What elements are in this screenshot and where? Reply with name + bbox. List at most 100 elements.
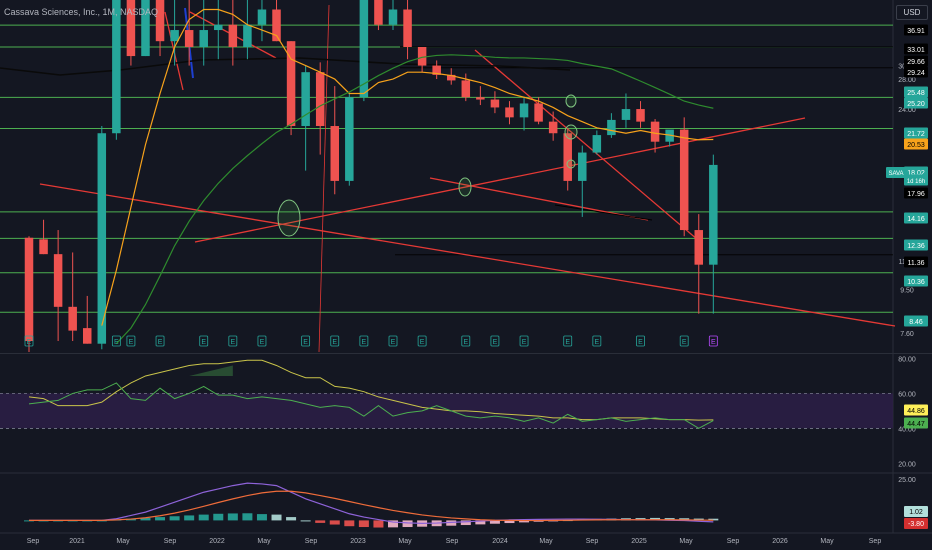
candle (82, 328, 92, 344)
candle (315, 72, 325, 127)
candle (214, 24, 223, 31)
candle (578, 152, 587, 181)
earnings-marker-label: E (682, 339, 687, 346)
price-label-bg (904, 97, 928, 109)
macd-histogram-bar (388, 520, 398, 528)
price-label-bg (904, 24, 928, 36)
ema-fast-line (101, 8, 714, 326)
time-axis-tick: May (116, 538, 130, 545)
price-label: 11.36 (908, 260, 925, 267)
price-label-bg (904, 256, 928, 268)
price-axis-tick: 9.50 (900, 288, 914, 295)
earnings-marker (228, 335, 238, 347)
macd-histogram-bar (446, 520, 457, 526)
time-axis-tick: May (398, 538, 412, 545)
trendline (39, 183, 896, 327)
trendline (164, 11, 184, 91)
earnings-marker (330, 335, 340, 347)
trendline (429, 177, 649, 221)
macd-value: -3.80 (908, 521, 924, 528)
time-axis-tick: Sep (27, 538, 40, 545)
time-axis-tick: Sep (869, 538, 882, 545)
price-label: 17.96 (907, 191, 925, 198)
candle (112, 0, 121, 134)
macd-histogram-bar (256, 514, 267, 521)
earnings-marker-label: E (420, 339, 425, 346)
symbol-tag-text: SAVA (888, 171, 903, 177)
rsi-axis-tick: 60.00 (898, 391, 916, 398)
price-label: 10.36 (907, 279, 925, 286)
candle (592, 135, 602, 153)
macd-histogram-bar (344, 520, 355, 527)
candle (505, 107, 514, 118)
earnings-marker-label: E (158, 339, 163, 346)
price-label: 8.46 (909, 319, 923, 326)
candle (199, 30, 208, 48)
price-label-bg (904, 315, 928, 327)
macd-histogram-bar (300, 520, 311, 522)
earnings-marker (519, 335, 529, 347)
macd-line (29, 482, 714, 524)
candle (461, 80, 471, 98)
price-label: 25.48 (907, 90, 925, 97)
price-label-bg (904, 212, 928, 224)
price-axis-tick: 28.00 (898, 77, 916, 84)
earnings-marker-label: E (27, 339, 32, 346)
highlight-circle (277, 199, 301, 237)
rsi-value-bg (904, 417, 928, 429)
rsi-value: 44.47 (907, 421, 925, 428)
macd-histogram-bar (504, 520, 515, 524)
highlight-circle (566, 159, 576, 169)
earnings-marker (359, 335, 369, 347)
candle (403, 9, 412, 48)
macd-histogram-bar (227, 513, 238, 521)
earnings-marker-label: E (201, 339, 206, 346)
time-axis-tick: 2022 (209, 538, 225, 545)
price-label: 36.91 (907, 28, 925, 35)
macd-histogram-bar (708, 518, 719, 521)
price-label: 33.01 (907, 47, 925, 54)
price-label: 21.72 (907, 131, 925, 138)
macd-value-bg (904, 506, 928, 517)
currency-button[interactable]: USD (896, 5, 928, 20)
rsi-band (0, 393, 893, 429)
candle (694, 230, 704, 265)
macd-histogram-bar (169, 516, 180, 521)
earnings-marker-label: E (114, 339, 119, 346)
macd-histogram-bar (271, 514, 282, 521)
earnings-marker (679, 335, 689, 347)
macd-axis-tick: 25.00 (898, 477, 916, 484)
price-label-bg (904, 66, 928, 78)
price-axis-tick: 7.60 (900, 331, 914, 338)
candle (141, 0, 150, 57)
candle (374, 0, 383, 25)
candle (345, 97, 354, 181)
candle (534, 103, 543, 122)
price-label: 14.16 (907, 216, 925, 223)
candle (636, 109, 645, 122)
earnings-marker (126, 335, 136, 347)
candle (126, 0, 136, 57)
earnings-marker (592, 335, 602, 347)
macd-histogram-bar (489, 520, 500, 524)
highlight-circle (564, 124, 578, 140)
earnings-marker (563, 335, 573, 347)
macd-histogram-bar (213, 513, 224, 521)
price-label: 29.66 (907, 59, 925, 66)
time-axis-tick: 2025 (631, 538, 647, 545)
candle (272, 9, 281, 42)
macd-histogram-bar (198, 514, 209, 521)
earnings-marker-label: E (711, 339, 716, 346)
price-label: 1d 16h (907, 179, 925, 185)
candle (709, 164, 718, 265)
earnings-marker-label: E (362, 339, 367, 346)
time-axis-tick: 2024 (492, 538, 508, 545)
earnings-marker (636, 335, 645, 347)
macd-histogram-bar (460, 520, 471, 526)
time-axis-tick: 2026 (772, 538, 788, 545)
earnings-marker-label: E (522, 339, 527, 346)
candle (490, 99, 500, 108)
vertical-line (318, 4, 330, 353)
earnings-marker-label: E (391, 339, 396, 346)
